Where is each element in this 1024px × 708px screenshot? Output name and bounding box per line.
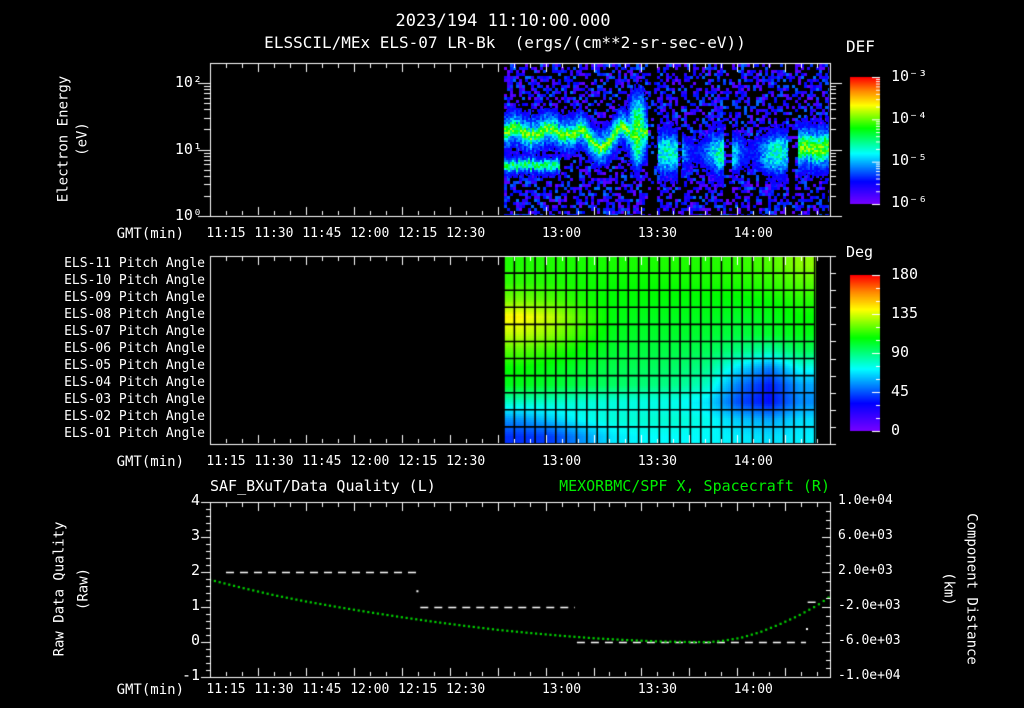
distance-tick-label: -2.0e+03: [838, 598, 901, 613]
pitch-angle-row-label: ELS-03 Pitch Angle: [64, 392, 205, 408]
x-tick-label: 11:30: [254, 454, 294, 469]
x-tick-label: 11:15: [206, 226, 246, 241]
def-colorbar-tick-label: 10⁻⁵: [891, 151, 928, 169]
component-distance-axis-units: (km): [940, 572, 957, 606]
x-tick-label: 13:00: [541, 454, 582, 469]
x-tick-label: 11:45: [302, 682, 342, 697]
pitch-angle-row-label: ELS-11 Pitch Angle: [64, 255, 205, 271]
energy-tick-label: 10²: [174, 73, 202, 91]
x-tick-label: 13:30: [637, 454, 677, 469]
pitch-angle-row-label: ELS-06 Pitch Angle: [64, 341, 205, 356]
distance-tick-label: 2.0e+03: [838, 563, 893, 578]
distance-tick-label: -1.0e+04: [838, 668, 901, 683]
x-tick-label: 12:00: [350, 454, 390, 469]
raw-data-quality-axis-units: (Raw): [75, 567, 92, 611]
deg-colorbar-title: Deg: [846, 243, 874, 261]
def-colorbar-tick-label: 10⁻³: [891, 67, 928, 85]
deg-colorbar-tick-label: 0: [891, 421, 901, 439]
x-tick-label: 12:00: [350, 682, 390, 697]
x-tick-label: 14:00: [733, 682, 773, 697]
x-tick-label: 12:15: [398, 682, 438, 697]
distance-tick-label: 1.0e+04: [838, 493, 893, 508]
instrument-title: ELSSCIL/MEx ELS-07 LR-Bk (ergs/(cm**2-sr…: [264, 33, 746, 52]
bottom-title-right: MEXORBMC/SPF X, Spacecraft (R): [559, 477, 830, 495]
x-tick-label: 12:00: [350, 226, 390, 241]
def-colorbar-title: DEF: [846, 37, 875, 56]
quality-tick-label: 3: [190, 526, 200, 544]
deg-colorbar-tick-label: 180: [891, 265, 919, 283]
pitch-angle-row-label: ELS-01 Pitch Angle: [64, 426, 205, 442]
x-tick-label: 12:30: [446, 454, 486, 469]
timestamp-title: 2023/194 11:10:00.000: [395, 11, 611, 31]
quality-tick-label: 2: [190, 561, 200, 579]
x-tick-label: 11:30: [254, 226, 294, 241]
x-tick-label: 11:45: [302, 226, 342, 241]
quality-tick-label: -1: [181, 666, 200, 684]
x-tick-label: 11:15: [206, 682, 246, 697]
x-tick-label: 13:30: [637, 682, 677, 697]
electron-energy-axis-units: (eV): [74, 122, 91, 156]
x-tick-label: 14:00: [733, 454, 773, 469]
def-colorbar-tick-label: 10⁻⁶: [891, 193, 928, 211]
x-tick-label: 11:15: [206, 454, 246, 469]
distance-tick-label: -6.0e+03: [838, 633, 901, 648]
raw-data-quality-axis-label: Raw Data Quality: [51, 521, 68, 657]
pitch-angle-row-label: ELS-09 Pitch Angle: [64, 289, 205, 305]
x-tick-label: 13:00: [541, 682, 582, 697]
x-tick-label: 13:00: [541, 226, 582, 241]
x-tick-label: 11:45: [302, 454, 342, 469]
x-tick-label: 12:15: [398, 454, 438, 469]
x-tick-label: 11:30: [254, 682, 294, 697]
gmt-axis-label-middle: GMT(min): [116, 454, 184, 470]
quality-tick-label: 4: [190, 491, 200, 509]
deg-colorbar-tick-label: 90: [891, 343, 910, 361]
bottom-title-left: SAF_BXuT/Data Quality (L): [210, 477, 436, 495]
x-tick-label: 12:30: [446, 226, 486, 241]
deg-colorbar-tick-label: 45: [891, 382, 910, 400]
gmt-axis-label-bottom: GMT(min): [116, 682, 184, 698]
energy-tick-label: 10⁰: [174, 206, 202, 224]
gmt-axis-label-top: GMT(min): [116, 226, 184, 242]
pitch-angle-row-label: ELS-02 Pitch Angle: [64, 409, 205, 425]
energy-tick-label: 10¹: [174, 139, 202, 158]
x-tick-label: 12:30: [446, 682, 486, 697]
electron-energy-axis-label: Electron Energy: [55, 75, 72, 203]
quality-tick-label: 0: [190, 631, 200, 649]
x-tick-label: 14:00: [733, 226, 773, 241]
distance-tick-label: 6.0e+03: [838, 528, 893, 543]
pitch-angle-row-label: ELS-08 Pitch Angle: [64, 306, 205, 322]
deg-colorbar-tick-label: 135: [891, 304, 919, 322]
x-tick-label: 13:30: [637, 226, 677, 241]
x-tick-label: 12:15: [398, 226, 438, 241]
pitch-angle-row-label: ELS-05 Pitch Angle: [64, 358, 205, 374]
component-distance-axis-label: Component Distance: [963, 513, 980, 665]
quality-tick-label: 1: [190, 596, 200, 614]
pitch-angle-row-label: ELS-07 Pitch Angle: [64, 323, 205, 339]
def-colorbar-tick-label: 10⁻⁴: [891, 109, 928, 127]
pitch-angle-row-label: ELS-04 Pitch Angle: [64, 375, 205, 391]
pitch-angle-row-label: ELS-10 Pitch Angle: [64, 272, 205, 288]
